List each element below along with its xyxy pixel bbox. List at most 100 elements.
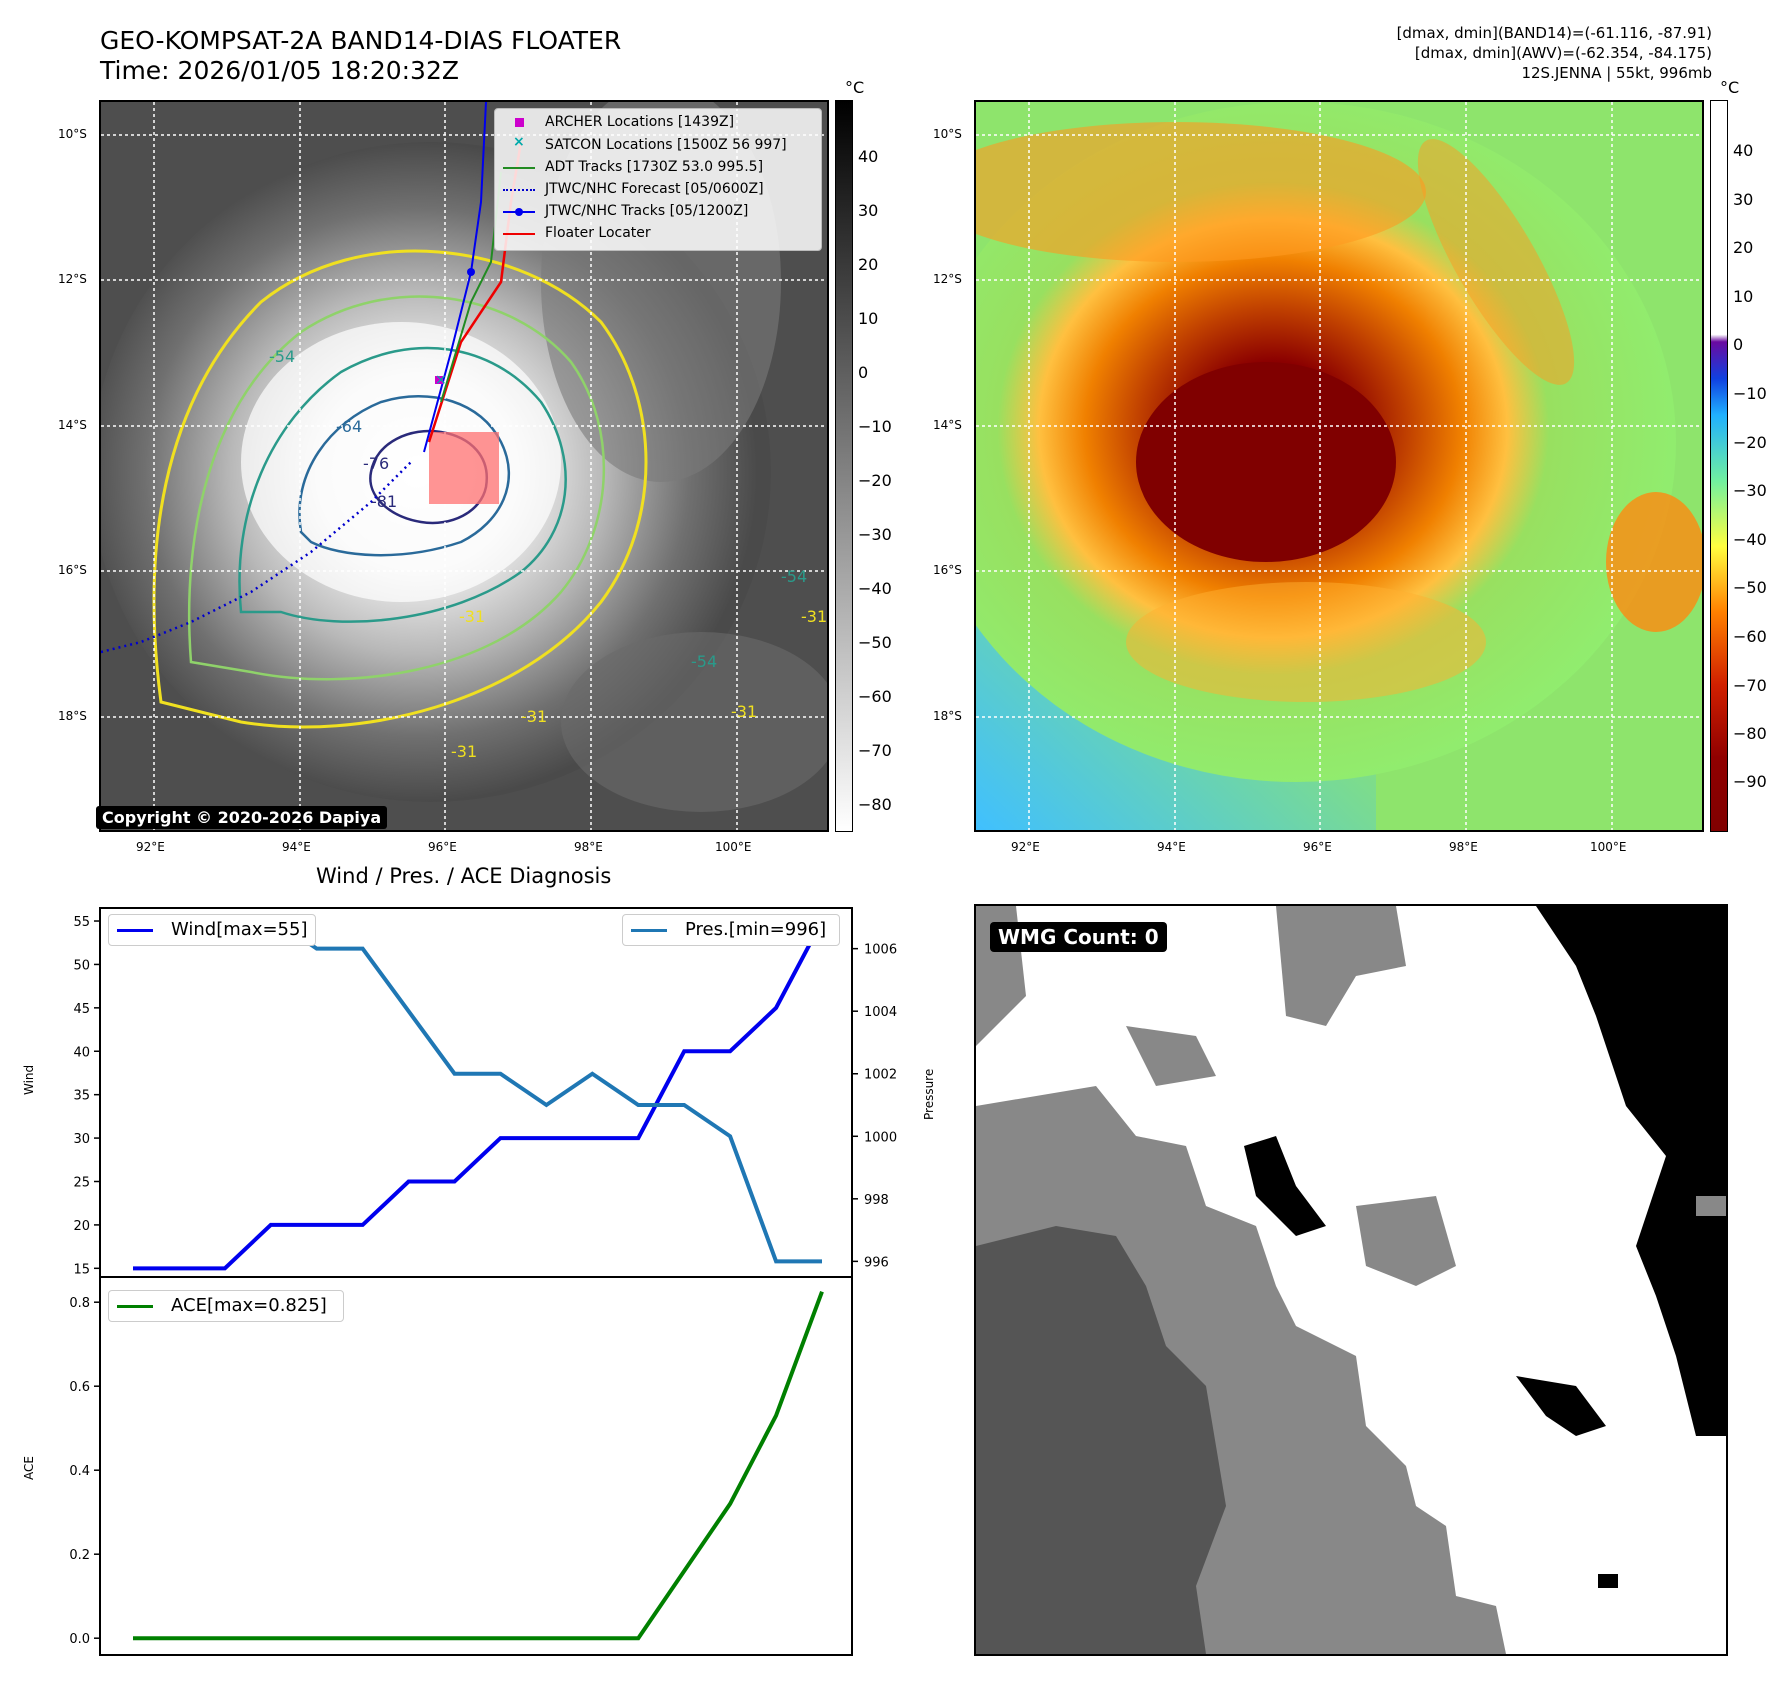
- colorbar-right-tick: −50: [1733, 578, 1767, 597]
- colorbar-left: [835, 100, 853, 832]
- figure-title: GEO-KOMPSAT-2A BAND14-DIAS FLOATER: [100, 26, 622, 55]
- ir-map-image: × -54 -64 -76 -81 -31 -54 -31 -31 -31 -3…: [101, 102, 827, 830]
- ace-tick-label: 0.8: [69, 1296, 90, 1311]
- colorbar-right-tick: −70: [1733, 676, 1767, 695]
- lon-tick: 98°E: [1449, 840, 1478, 854]
- ace-axes: 0.0 0.2 0.4 0.6 0.8: [69, 1276, 853, 1656]
- contour-label: -31: [731, 702, 757, 721]
- band14-range: [dmax, dmin](BAND14)=(-61.116, -87.91): [1396, 24, 1712, 42]
- legend-forecast: JTWC/NHC Forecast [05/0600Z]: [545, 181, 764, 197]
- colorbar-right: [1710, 100, 1728, 832]
- contour-label: -81: [371, 492, 397, 511]
- pressure-legend: Pres.[min=996]: [622, 914, 840, 946]
- colorbar-left-tick: −80: [858, 795, 892, 814]
- lon-tick: 94°E: [1157, 840, 1186, 854]
- colorbar-left-tick: 0: [858, 363, 869, 382]
- lon-tick: 96°E: [428, 840, 457, 854]
- colorbar-right-tick: −90: [1733, 772, 1767, 791]
- colorbar-right-tick: −40: [1733, 530, 1767, 549]
- ace-legend: ACE[max=0.825]: [108, 1290, 344, 1322]
- wind-tick-label: 55: [73, 915, 90, 930]
- colorbar-right-unit: °C: [1720, 78, 1740, 97]
- lat-tick: 16°S: [58, 563, 87, 577]
- lat-tick: 10°S: [58, 127, 87, 141]
- wind-tick-label: 25: [73, 1175, 90, 1190]
- wind-axes-frame: [99, 907, 853, 1278]
- diagnosis-chart: 15 20 25 30 35 40 45 50 55 996 998 1000 1002 1004 1006…: [69, 907, 897, 1656]
- colorbar-right-tick: −80: [1733, 724, 1767, 743]
- adt-line-icon: [503, 167, 535, 169]
- tracks-marker-icon: [515, 208, 523, 216]
- awv-range: [dmax, dmin](AWV)=(-62.354, -84.175): [1414, 44, 1712, 62]
- colorbar-right-tick: −20: [1733, 433, 1767, 452]
- ace-tick-label: 0.4: [69, 1464, 90, 1479]
- pressure-legend-line-icon: [631, 929, 667, 932]
- wind-tick-label: 50: [73, 958, 90, 973]
- wind-legend: Wind[max=55]: [108, 914, 316, 946]
- colorbar-left-tick: 10: [858, 309, 879, 328]
- wind-series-line: [133, 920, 824, 1271]
- wind-tick-label: 35: [73, 1089, 90, 1104]
- ace-tick-label: 0.2: [69, 1548, 90, 1563]
- wind-tick-label: 30: [73, 1132, 90, 1147]
- ace-axis-label: ACE: [22, 1456, 36, 1480]
- pressure-legend-label: Pres.[min=996]: [685, 919, 827, 940]
- colorbar-left-tick: −20: [858, 471, 892, 490]
- lon-tick: 92°E: [1011, 840, 1040, 854]
- forecast-line-icon: [503, 189, 535, 191]
- contour-label: -54: [269, 347, 295, 366]
- colorbar-right-tick: 30: [1733, 190, 1754, 209]
- colorbar-left-tick: −30: [858, 525, 892, 544]
- pressure-axis-label: Pressure: [922, 1068, 936, 1120]
- legend-adt: ADT Tracks [1730Z 53.0 995.5]: [545, 159, 764, 175]
- map-legend: ARCHER Locations [1439Z] × SATCON Locati…: [494, 108, 822, 251]
- storm-info: 12S.JENNA | 55kt, 996mb: [1521, 64, 1712, 82]
- contour-label: -76: [363, 454, 389, 473]
- wind-tick-label: 45: [73, 1002, 90, 1017]
- ace-tick-label: 0.6: [69, 1380, 90, 1395]
- ace-legend-label: ACE[max=0.825]: [171, 1295, 327, 1316]
- contour-label: -31: [521, 707, 547, 726]
- pressure-tick-label: 1000: [864, 1130, 897, 1145]
- legend-satcon: SATCON Locations [1500Z 56 997]: [545, 137, 787, 153]
- wmg-panel: [974, 904, 1728, 1656]
- wmg-count-badge: WMG Count: 0: [990, 922, 1167, 952]
- colorbar-right-tick: −30: [1733, 481, 1767, 500]
- lon-tick: 98°E: [574, 840, 603, 854]
- copyright-label: Copyright © 2020-2026 Dapiya: [96, 806, 388, 829]
- legend-archer: ARCHER Locations [1439Z]: [545, 114, 735, 130]
- pressure-tick-label: 998: [864, 1193, 889, 1208]
- satcon-marker-icon: ×: [513, 134, 525, 150]
- lon-tick: 94°E: [282, 840, 311, 854]
- wind-tick-label: 40: [73, 1045, 90, 1060]
- ace-legend-line-icon: [117, 1305, 153, 1308]
- floater-line-icon: [503, 233, 535, 235]
- legend-floater: Floater Locater: [545, 225, 651, 241]
- archer-marker-icon: [515, 118, 524, 127]
- awv-map-image: [976, 102, 1702, 830]
- lat-tick: 18°S: [58, 709, 87, 723]
- lat-tick: 14°S: [58, 418, 87, 432]
- wind-pressure-axes: 15 20 25 30 35 40 45 50 55 996 998 1000 1002 1004 1006: [73, 907, 897, 1278]
- diagnosis-title: Wind / Pres. / ACE Diagnosis: [316, 864, 612, 888]
- colorbar-left-tick: −40: [858, 579, 892, 598]
- colorbar-right-tick: −60: [1733, 627, 1767, 646]
- pressure-series-line: [133, 915, 822, 1264]
- colorbar-right-tick: 20: [1733, 238, 1754, 257]
- colorbar-right-tick: 0: [1733, 335, 1744, 354]
- wind-legend-line-icon: [117, 929, 153, 932]
- contour-label: -54: [691, 652, 717, 671]
- contour-label: -31: [451, 742, 477, 761]
- lon-tick: 92°E: [136, 840, 165, 854]
- lon-tick: 100°E: [1590, 840, 1627, 854]
- colorbar-left-tick: 30: [858, 201, 879, 220]
- pressure-tick-label: 1004: [864, 1005, 897, 1020]
- colorbar-left-tick: −70: [858, 741, 892, 760]
- svg-text:×: ×: [435, 372, 447, 388]
- colorbar-right-tick: 10: [1733, 287, 1754, 306]
- colorbar-left-tick: 20: [858, 255, 879, 274]
- pressure-tick-label: 1006: [864, 943, 897, 958]
- figure-time: Time: 2026/01/05 18:20:32Z: [100, 56, 459, 85]
- contour-label: -54: [781, 567, 807, 586]
- colorbar-left-tick: −10: [858, 417, 892, 436]
